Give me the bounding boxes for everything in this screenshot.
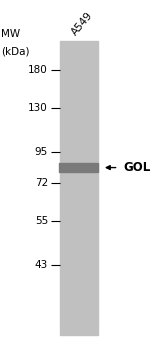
Text: A549: A549 [70,11,95,38]
Text: 43: 43 [35,260,48,270]
Bar [59,163,98,172]
Text: GOLGA5: GOLGA5 [123,161,150,174]
Text: (kDa): (kDa) [2,47,30,56]
Text: 130: 130 [28,103,48,113]
Bar [60,41,98,335]
Text: 55: 55 [35,215,48,226]
Text: MW: MW [2,29,21,39]
Text: 180: 180 [28,65,48,75]
Text: 72: 72 [35,178,48,188]
Text: 95: 95 [35,147,48,157]
